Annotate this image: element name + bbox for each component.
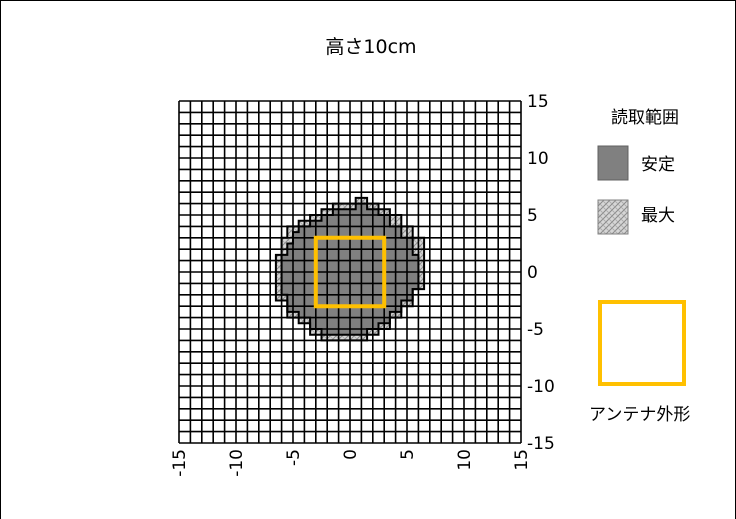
- x-tick-label: 0: [341, 449, 361, 460]
- x-tick-label: -10: [227, 449, 247, 477]
- legend-stable-swatch: [597, 145, 629, 181]
- legend-max-swatch: [597, 199, 629, 235]
- y-tick-label: 0: [527, 263, 538, 283]
- y-tick-label: 15: [527, 92, 549, 112]
- plot-area: [178, 100, 522, 444]
- legend: 読取範囲 安定 最大 アンテナ外形: [589, 108, 690, 425]
- legend-antenna-label: アンテナ外形: [589, 405, 690, 425]
- x-tick-label: -5: [284, 449, 304, 466]
- legend-max-label: 最大: [641, 206, 675, 226]
- x-tick-label: 5: [398, 449, 418, 460]
- antenna-outline: [313, 235, 387, 309]
- stable-range-outline: [280, 202, 420, 336]
- y-tick-label: -5: [527, 320, 544, 340]
- x-tick-label: 10: [455, 449, 475, 471]
- y-tick-label: 10: [527, 149, 549, 169]
- chart-title: 高さ10cm: [325, 36, 416, 58]
- legend-antenna-swatch: [598, 300, 686, 386]
- y-tick-label: 5: [527, 206, 538, 226]
- y-tick-label: -10: [527, 377, 555, 397]
- legend-title: 読取範囲: [611, 108, 679, 128]
- y-tick-label: -15: [527, 434, 555, 454]
- x-tick-label: 15: [512, 449, 532, 471]
- grid: [178, 100, 522, 444]
- x-axis-ticks: -15 -10 -5 0 5 10 15: [170, 449, 532, 477]
- legend-stable-label: 安定: [641, 155, 675, 175]
- x-tick-label: -15: [170, 449, 190, 477]
- y-axis-ticks: 15 10 5 0 -5 -10 -15: [527, 92, 555, 454]
